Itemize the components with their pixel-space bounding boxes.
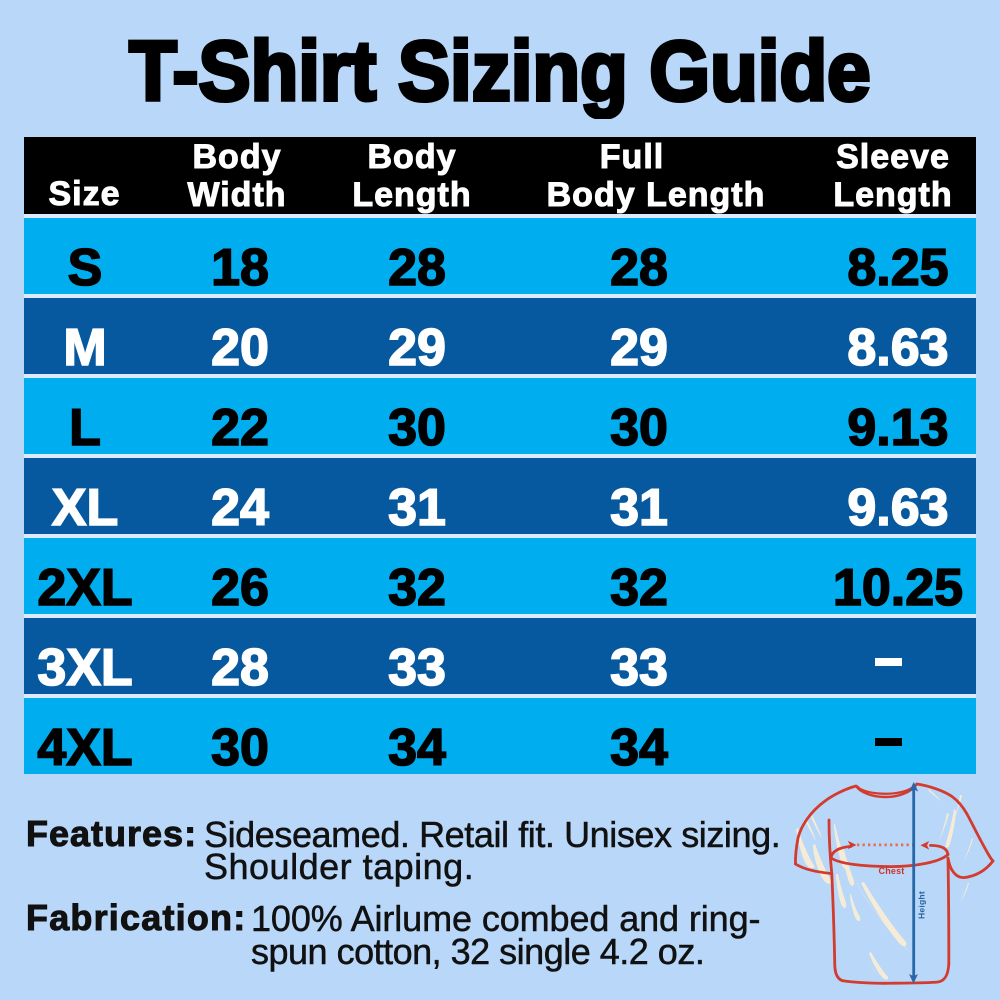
svg-text:Height: Height xyxy=(916,891,926,919)
svg-text:Chest: Chest xyxy=(879,866,905,876)
